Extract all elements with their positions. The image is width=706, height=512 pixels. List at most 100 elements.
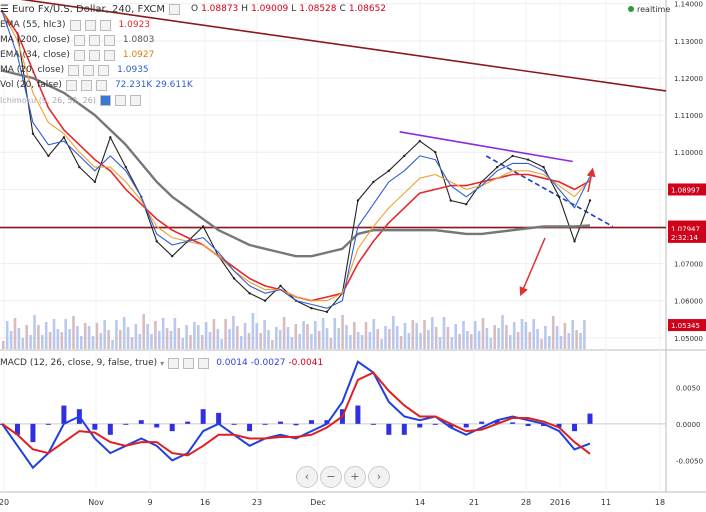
volume-bar [423,320,426,349]
volume-bar [333,318,337,349]
volume-bar [579,333,582,349]
volume-bar [259,333,262,349]
scroll-right-button[interactable]: › [368,466,390,488]
macd-histogram-bar [494,420,500,424]
close-icon[interactable] [103,34,115,46]
visibility-icon[interactable] [69,19,81,31]
indicator-name: Ichimoku (9, 26, 52, 26) [0,95,96,105]
close-icon[interactable] [99,19,111,31]
series-point [588,199,592,202]
symbol-header[interactable]: ☰ Euro Fx/U.S. Dollar, 240, FXCM O 1.088… [0,2,386,16]
close-icon[interactable] [129,94,141,106]
volume-bar [228,329,231,349]
settings-icon[interactable] [88,34,100,46]
indicator-legend-ema55[interactable]: EMA (55, hlc3) 1.0923 [0,18,150,32]
indicator-legend-volume[interactable]: Vol (20, false) 72.231K 29.611K [0,78,193,92]
volume-bar [142,314,145,349]
macd-histogram-bar [308,420,314,424]
volume-bar [446,327,450,349]
close-icon[interactable] [95,79,107,91]
indicator-name: EMA (34, close) [0,50,70,60]
volume-bar [388,329,391,349]
volume-bar [392,316,395,349]
indicator-legend-ema34[interactable]: EMA (34, close) 1.0927 [0,48,154,62]
volume-bar [356,332,360,349]
series-point [465,203,468,206]
volume-bar [555,326,559,349]
indicator-legend-ma200[interactable]: MA (200, close) 1.0803 [0,33,154,47]
visibility-icon[interactable] [99,94,111,106]
volume-bar [48,332,52,349]
volume-bar [493,325,496,349]
realtime-indicator: realtime [628,2,670,16]
volume-bar [540,339,543,349]
settings-icon[interactable] [114,94,126,106]
volume-bar [470,334,473,349]
realtime-dot-icon [628,6,634,12]
visibility-icon[interactable] [65,79,77,91]
volume-bar [520,319,524,349]
settings-icon[interactable] [168,3,180,15]
volume-bar [220,339,223,349]
visibility-icon[interactable] [168,357,180,369]
zoom-in-button[interactable]: + [344,466,366,488]
volume-bar [9,331,13,349]
price-marker-label: 2:32:14 [671,234,699,242]
volume-bar [575,330,578,349]
volume-bar [165,328,169,349]
volume-bar [278,330,282,349]
indicator-legend-ichimoku[interactable]: Ichimoku (9, 26, 52, 26) [0,93,141,107]
volume-bar [548,336,551,349]
macd-histogram-bar [448,423,454,428]
close-icon[interactable] [198,357,210,369]
time-tick-label: Dec [310,498,325,507]
volume-bar [337,328,340,349]
macd-value-macd: -0.0027 [250,358,286,368]
price-tick-label: 1.05000 [674,335,703,343]
volume-bar [516,332,520,349]
volume-bar [551,316,555,349]
visibility-icon[interactable] [68,64,80,76]
macd-legend[interactable]: MACD (12, 26, close, 9, false, true) ▾ 0… [0,356,323,370]
volume-bar [263,320,266,349]
indicator-value: 1.0927 [122,50,155,60]
volume-bar [454,324,457,349]
volume-bar [431,317,434,349]
visibility-icon[interactable] [73,34,85,46]
chevron-down-icon[interactable]: ▾ [160,358,165,368]
indicator-legend-ma20[interactable]: MA (20, close) 1.0935 [0,63,149,77]
volume-bar [208,332,212,349]
macd-histogram-bar [107,423,113,435]
close-icon[interactable] [98,64,110,76]
volume-bar [119,330,122,349]
series-point [78,165,81,169]
time-tick-label: 16 [200,498,210,507]
settings-icon[interactable] [80,79,92,91]
volume-bar [399,336,403,349]
ohlc-high-value: 1.09009 [251,4,289,14]
volume-bar [33,315,36,349]
settings-icon[interactable] [83,64,95,76]
chart-menu-icon[interactable]: ☰ [0,3,9,15]
settings-icon[interactable] [183,357,195,369]
scroll-left-button[interactable]: ‹ [296,466,318,488]
trendline-long-term-resistance [20,0,667,92]
time-tick-label: 20 [0,498,9,507]
series-point [557,195,561,198]
volume-bar [212,319,216,349]
volume-bar [200,335,204,349]
close-icon[interactable] [103,49,115,61]
macd-histogram-bar [463,423,469,428]
settings-icon[interactable] [88,49,100,61]
settings-icon[interactable] [84,19,96,31]
visibility-icon[interactable] [73,49,85,61]
volume-bar [536,329,539,349]
volume-bar [216,329,220,349]
time-tick-label: 2016 [550,498,570,507]
zoom-out-button[interactable]: − [320,466,342,488]
indicator-name: MA (200, close) [0,35,70,45]
series-point [201,225,205,228]
volume-bar [512,322,516,349]
